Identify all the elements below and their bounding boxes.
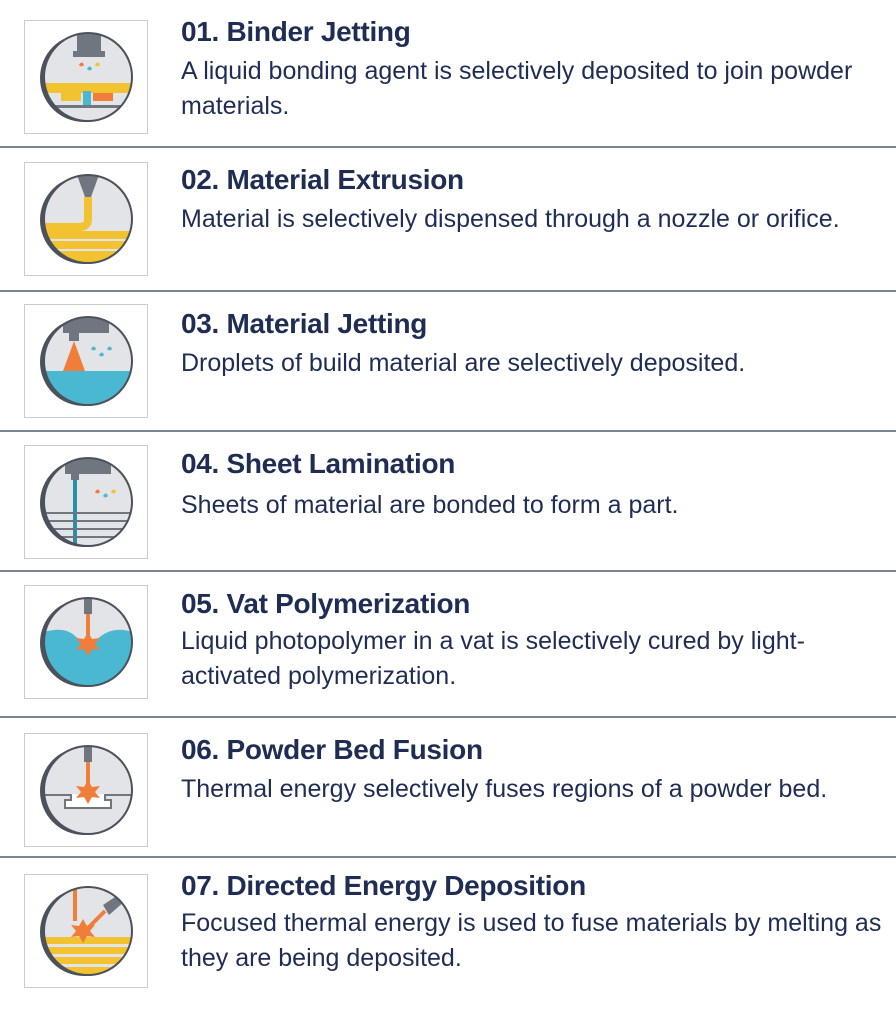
item-description: Focused thermal energy is used to fuse m… (181, 909, 882, 972)
divider (0, 146, 896, 148)
divider (0, 570, 896, 572)
vat-polymerization-icon (24, 585, 148, 699)
item-title: 04. Sheet Lamination (181, 448, 456, 479)
item-title: 03. Material Jetting (181, 308, 428, 339)
divider (0, 856, 896, 858)
item-description: Material is selectively dispensed throug… (181, 205, 840, 233)
item-description: Thermal energy selectively fuses regions… (181, 775, 828, 803)
item-title: 07. Directed Energy Deposition (181, 870, 586, 901)
divider (0, 716, 896, 718)
item-description: Sheets of material are bonded to form a … (181, 491, 679, 519)
material-jetting-icon (24, 304, 148, 418)
divider (0, 290, 896, 292)
item-title: 05. Vat Polymerization (181, 588, 471, 619)
item-description: Liquid photopolymer in a vat is selectiv… (181, 627, 805, 690)
item-description: A liquid bonding agent is selectively de… (181, 57, 853, 120)
item-title: 06. Powder Bed Fusion (181, 734, 483, 765)
directed-energy-deposition-icon (24, 874, 148, 988)
binder-jetting-icon (24, 20, 148, 134)
divider (0, 430, 896, 432)
sheet-lamination-icon (24, 445, 148, 559)
item-description: Droplets of build material are selective… (181, 349, 746, 377)
item-title: 02. Material Extrusion (181, 164, 464, 195)
item-title: 01. Binder Jetting (181, 16, 411, 47)
material-extrusion-icon (24, 162, 148, 276)
powder-bed-fusion-icon (24, 733, 148, 847)
